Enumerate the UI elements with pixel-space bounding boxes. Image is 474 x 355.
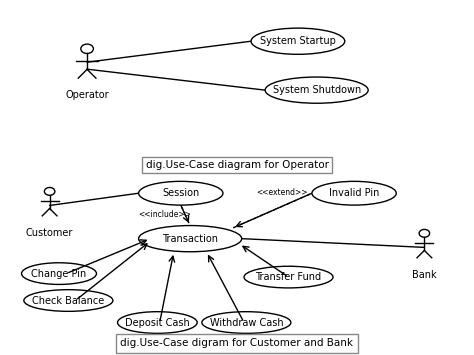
Ellipse shape (202, 312, 291, 333)
Ellipse shape (21, 263, 97, 284)
Ellipse shape (138, 225, 242, 252)
Text: dig.Use-Case diagram for Operator: dig.Use-Case diagram for Operator (146, 160, 328, 170)
Text: <<extend>>: <<extend>> (256, 188, 307, 197)
Text: Operator: Operator (65, 90, 109, 100)
Text: Withdraw Cash: Withdraw Cash (210, 317, 283, 328)
Text: Invalid Pin: Invalid Pin (329, 188, 379, 198)
Text: dig.Use-Case digram for Customer and Bank: dig.Use-Case digram for Customer and Ban… (120, 338, 354, 349)
Text: Session: Session (162, 188, 200, 198)
Text: Customer: Customer (26, 228, 73, 238)
Ellipse shape (24, 290, 113, 311)
Text: System Startup: System Startup (260, 36, 336, 46)
Text: Transfer Fund: Transfer Fund (255, 272, 321, 282)
Ellipse shape (312, 181, 396, 205)
Ellipse shape (244, 266, 333, 288)
Text: Transaction: Transaction (162, 234, 218, 244)
Text: System Shutdown: System Shutdown (273, 85, 361, 95)
Text: Deposit Cash: Deposit Cash (125, 317, 190, 328)
Ellipse shape (118, 312, 197, 333)
Text: Bank: Bank (412, 270, 437, 280)
Ellipse shape (138, 181, 223, 205)
Ellipse shape (265, 77, 368, 103)
Text: Change Pin: Change Pin (31, 269, 87, 279)
Text: <<include>>: <<include>> (138, 211, 191, 219)
Ellipse shape (251, 28, 345, 54)
Text: Check Balance: Check Balance (32, 295, 104, 306)
